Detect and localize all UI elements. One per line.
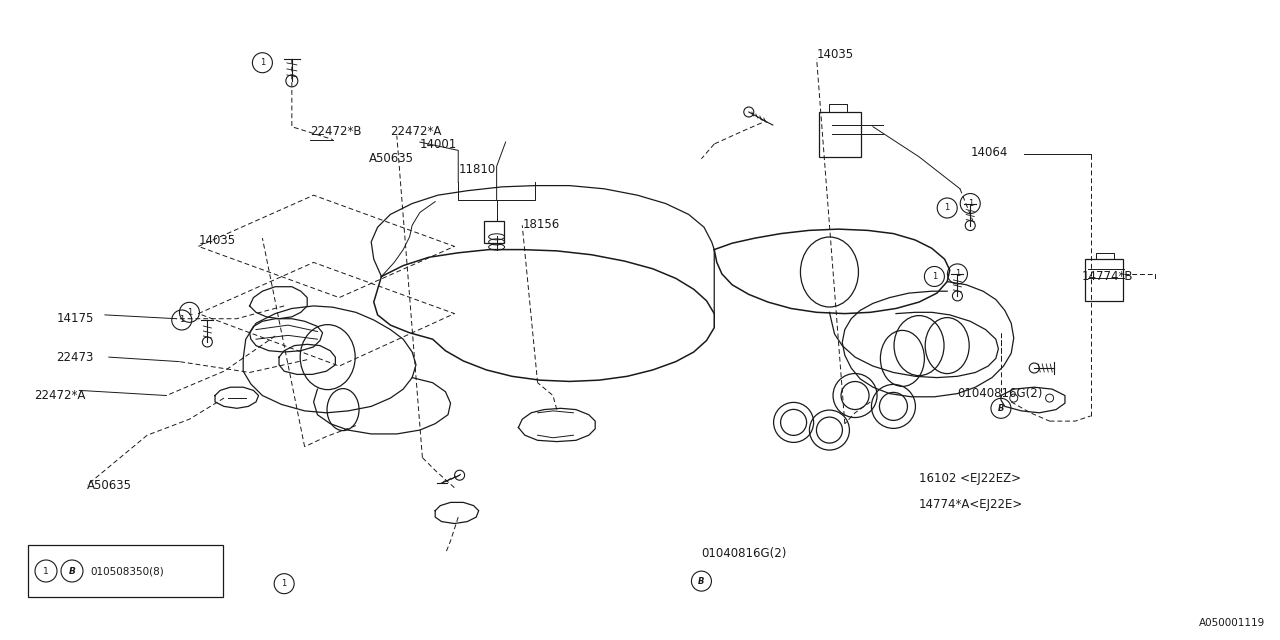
Text: A50635: A50635 [369,152,413,165]
Text: A050001119: A050001119 [1199,618,1265,628]
Text: B: B [699,577,704,586]
Text: 14064: 14064 [970,146,1007,159]
Text: 1: 1 [44,566,49,575]
Text: 1: 1 [955,269,960,278]
Text: 1: 1 [260,58,265,67]
Text: 1: 1 [932,272,937,281]
Text: 1: 1 [968,199,973,208]
Bar [28,545,223,597]
Text: B: B [998,404,1004,413]
Bar [819,112,861,157]
Text: 010508350(8): 010508350(8) [90,566,164,576]
Text: 1: 1 [179,316,184,324]
Text: 01040816G(2): 01040816G(2) [957,387,1043,400]
Text: 14774*A<EJ22E>: 14774*A<EJ22E> [919,498,1023,511]
Text: 1: 1 [282,579,287,588]
Bar [1085,259,1124,301]
Text: 22472*A: 22472*A [35,389,86,402]
Text: 18156: 18156 [522,218,559,230]
Text: 11810: 11810 [458,163,495,176]
Text: 22472*B: 22472*B [310,125,361,138]
Text: 14035: 14035 [817,48,854,61]
Text: 1: 1 [945,204,950,212]
Bar [484,221,504,243]
Text: 22472*A: 22472*A [390,125,442,138]
Text: 14035: 14035 [198,234,236,246]
Text: B: B [69,566,76,575]
Text: 01040816G(2): 01040816G(2) [701,547,787,560]
Text: 16102 <EJ22EZ>: 16102 <EJ22EZ> [919,472,1021,485]
Text: 1: 1 [187,308,192,317]
Text: 14774*B: 14774*B [1082,270,1133,283]
Text: 14175: 14175 [56,312,93,325]
Text: A50635: A50635 [87,479,132,492]
Text: 22473: 22473 [56,351,93,364]
Text: 14001: 14001 [420,138,457,150]
